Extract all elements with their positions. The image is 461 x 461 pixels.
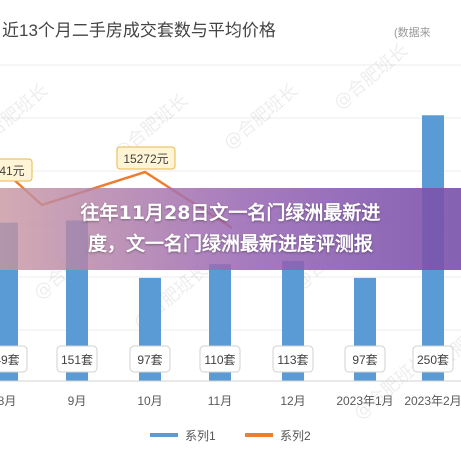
legend-series1-label: 系列1: [185, 429, 216, 443]
x-tick-label-2: 10月: [137, 394, 162, 408]
series2-label-box-0: [0, 158, 33, 182]
series2-value-label-0: 41元: [0, 164, 25, 178]
bar-label-box-4: [272, 345, 314, 373]
bar-label-box-1: [56, 345, 98, 373]
bar-label-box-5: [344, 345, 386, 373]
x-axis-tick-labels: 8月 9月 10月 11月 12月 2023年1月 2023年2月: [0, 394, 461, 408]
title-banner-overlay: 往年11月28日文一名门绿洲最新进 度，文一名门绿洲最新进度评测报: [0, 188, 461, 270]
bar-value-label-0: 49套: [0, 353, 20, 367]
chart-title: 近13个月二手房成交套数与平均价格: [2, 21, 276, 40]
source-note: (数据来: [394, 25, 431, 39]
bar-value-label-4: 113套: [277, 353, 308, 367]
x-tick-label-6: 2023年2月: [404, 394, 461, 408]
bar-value-label-1: 151套: [61, 353, 93, 367]
bar-value-label-2: 97套: [137, 353, 162, 367]
x-tick-label-4: 12月: [280, 394, 305, 408]
bar-label-box-0: [0, 345, 28, 373]
x-tick-label-3: 11月: [208, 394, 232, 408]
x-tick-label-5: 2023年1月: [336, 394, 393, 408]
legend: 系列1 系列2: [150, 429, 311, 443]
x-tick-label-0: 8月: [0, 394, 16, 408]
x-tick-label-1: 9月: [68, 394, 87, 408]
bar-labels: 49套 151套 97套 110套 113套 97套 250套: [0, 345, 454, 373]
banner-text-line-1: 往年11月28日文一名门绿洲最新进: [80, 202, 381, 224]
bar-value-label-3: 110套: [204, 353, 235, 367]
series2-value-label-1: 15272元: [123, 152, 168, 166]
bar-label-box-2: [129, 345, 171, 373]
bar-value-label-6: 250套: [417, 353, 449, 367]
bar-label-box-3: [199, 345, 241, 373]
banner-text-line-2: 度，文一名门绿洲最新进度评测报: [87, 233, 373, 255]
legend-series2-label: 系列2: [280, 429, 311, 443]
bar-label-box-6: [412, 345, 454, 373]
bar-value-label-5: 97套: [352, 353, 377, 367]
series2-label-box-1: [116, 146, 176, 170]
